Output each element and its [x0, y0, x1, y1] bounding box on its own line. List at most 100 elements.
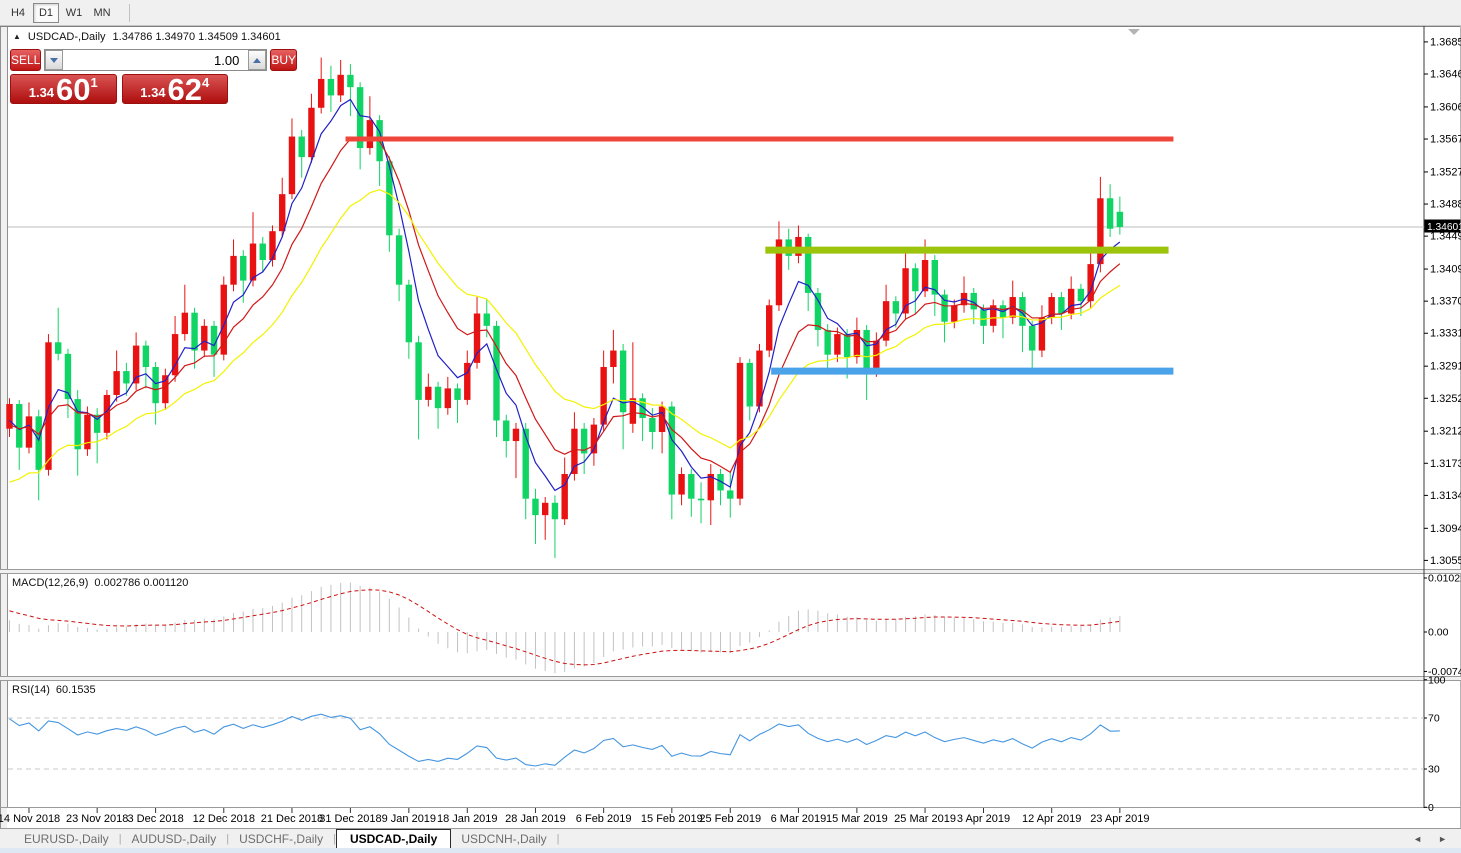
- chart-tab-usdcad[interactable]: USDCAD-,Daily: [335, 829, 452, 848]
- current-price-badge: [1424, 219, 1461, 233]
- timeframe-button-mn[interactable]: MN: [93, 6, 111, 19]
- candle: [347, 74, 354, 88]
- date-axis-label: 14 Nov 2018: [0, 813, 60, 825]
- candle: [532, 498, 539, 516]
- candle: [395, 235, 403, 285]
- candle: [444, 388, 451, 409]
- price-axis-label: 1.33700: [1430, 296, 1461, 308]
- collapse-arrow-icon[interactable]: ▲: [13, 32, 21, 41]
- candle: [503, 420, 510, 442]
- chart-tab-usdchf[interactable]: USDCHF-,Daily: [239, 831, 324, 846]
- candle: [113, 371, 120, 395]
- candle: [707, 473, 714, 501]
- price-axis-label: 1.36060: [1430, 101, 1461, 113]
- date-axis-label: 15 Feb 2019: [641, 813, 703, 825]
- candle: [1097, 198, 1104, 265]
- volume-control: [44, 49, 268, 71]
- volume-decrease-button[interactable]: [45, 50, 64, 70]
- candle: [512, 428, 520, 442]
- one-click-trading-panel: SELL BUY 1.34 60 1 1.34 62 4: [10, 49, 298, 107]
- tab-separator: |: [226, 832, 230, 845]
- date-axis-label: 28 Jan 2019: [505, 813, 566, 825]
- candle: [493, 325, 500, 421]
- candle: [93, 414, 101, 433]
- candle: [892, 301, 900, 314]
- candle: [6, 404, 13, 429]
- candle: [16, 404, 23, 448]
- candle: [551, 502, 559, 520]
- candle: [522, 428, 529, 499]
- price-axis-label: 1.31730: [1430, 458, 1461, 470]
- sell-price-prefix: 1.34: [28, 85, 55, 100]
- price-axis-label: 1.35670: [1430, 134, 1461, 146]
- buy-price-display[interactable]: 1.34 62 4: [121, 72, 228, 107]
- candle: [201, 325, 208, 351]
- moving-average-line: [9, 98, 1121, 492]
- candle: [580, 428, 588, 454]
- candle: [171, 334, 179, 376]
- candle: [181, 312, 189, 335]
- buy-button[interactable]: BUY: [270, 49, 298, 71]
- candle: [434, 386, 442, 409]
- date-axis-label: 3 Apr 2019: [957, 813, 1010, 825]
- arrow-up-icon: [253, 57, 262, 63]
- candle: [756, 350, 763, 407]
- chart-tab-eurusd[interactable]: EURUSD-,Daily: [24, 831, 109, 846]
- chart-tab-audusd[interactable]: AUDUSD-,Daily: [131, 831, 217, 846]
- subwindow-separator: [0, 676, 1461, 681]
- sell-price-big: 60: [56, 72, 91, 107]
- candle: [74, 399, 81, 450]
- tab-scroll-left-icon[interactable]: ◄: [1413, 833, 1423, 844]
- candle: [259, 243, 266, 261]
- candle: [590, 424, 598, 454]
- timeframe-button-w1[interactable]: W1: [65, 6, 83, 19]
- candle: [873, 340, 880, 372]
- volume-input[interactable]: [63, 50, 249, 70]
- candle: [542, 502, 549, 516]
- tab-scroll-right-icon[interactable]: ►: [1438, 833, 1447, 844]
- candle: [55, 342, 62, 354]
- candle: [912, 268, 919, 292]
- buy-price-big: 62: [167, 72, 203, 107]
- candle: [415, 342, 422, 400]
- price-axis-label: 1.32910: [1430, 361, 1461, 373]
- current-price-badge-text: 1.34601: [1427, 222, 1461, 233]
- rsi-axis-label: 30: [1428, 764, 1440, 776]
- macd-signal-line: [9, 589, 1120, 666]
- date-axis-label: 25 Feb 2019: [699, 813, 761, 825]
- candle: [951, 305, 958, 322]
- buy-price-prefix: 1.34: [140, 85, 166, 100]
- sell-price-display[interactable]: 1.34 60 1: [10, 72, 117, 107]
- candle: [795, 236, 802, 256]
- candle: [941, 294, 948, 322]
- date-axis-label: 3 Dec 2018: [127, 813, 183, 825]
- price-axis-label: 1.33310: [1430, 328, 1461, 340]
- volume-increase-button[interactable]: [248, 50, 267, 70]
- rsi-axis-label: 100: [1428, 674, 1446, 686]
- timeframe-button-h4[interactable]: H4: [10, 6, 26, 19]
- candle: [162, 375, 169, 404]
- candle: [1087, 264, 1094, 302]
- date-axis-label: 9 Jan 2019: [382, 813, 436, 825]
- candle: [571, 428, 578, 474]
- candle: [736, 362, 744, 499]
- candle: [629, 398, 637, 424]
- candle: [64, 353, 72, 400]
- candle: [931, 260, 938, 295]
- moving-average-line: [9, 189, 1121, 483]
- timeframe-button-d1[interactable]: D1: [33, 2, 59, 23]
- candle: [697, 498, 705, 501]
- candle: [269, 231, 276, 261]
- chart-tab-usdcnh[interactable]: USDCNH-,Daily: [461, 831, 547, 846]
- candle: [1038, 317, 1046, 351]
- date-axis-label: 15 Mar 2019: [826, 813, 888, 825]
- buy-price-pip: 4: [202, 75, 210, 90]
- candle: [298, 136, 305, 158]
- price-axis-label: 1.36850: [1430, 36, 1461, 48]
- candle: [853, 329, 861, 358]
- candle: [45, 342, 52, 470]
- sell-button[interactable]: SELL: [10, 49, 42, 71]
- moving-average-line: [9, 136, 1121, 474]
- macd-axis-label: 0.010229: [1428, 573, 1461, 585]
